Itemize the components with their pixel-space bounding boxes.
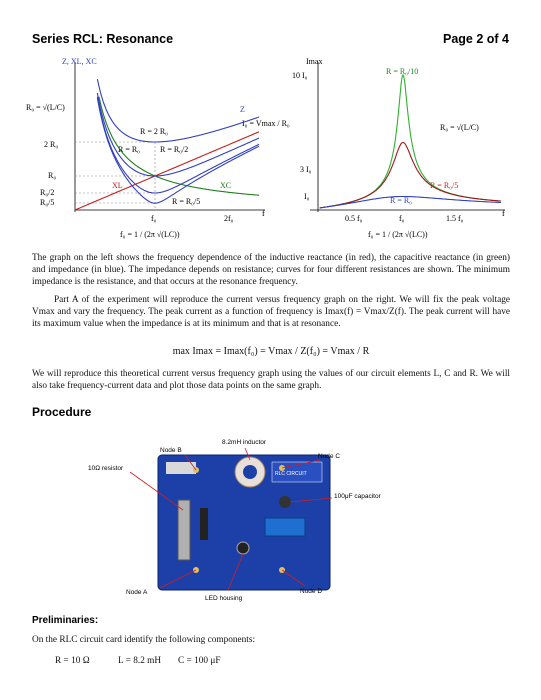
tick-label: R₀/5 bbox=[40, 198, 54, 207]
axis-label: Z, XL, XC bbox=[62, 57, 97, 66]
curve bbox=[319, 141, 502, 209]
photo-label: 100μF capacitor bbox=[334, 493, 382, 500]
axis-label: Imax bbox=[306, 57, 322, 66]
pointer bbox=[227, 553, 244, 591]
page-number: Page 2 of 4 bbox=[443, 32, 509, 46]
axis-label: f bbox=[262, 209, 265, 218]
photo-label: 8.2mH inductor bbox=[222, 439, 267, 446]
resistor-body bbox=[200, 508, 208, 540]
label-plate bbox=[166, 462, 196, 474]
paragraph: On the RLC circuit card identify the fol… bbox=[32, 635, 256, 645]
photo-labels: 8.2mH inductor Node B Node C 10Ω resisto… bbox=[88, 439, 382, 602]
led-housing bbox=[236, 541, 250, 555]
curve bbox=[96, 78, 260, 143]
curve bbox=[96, 97, 260, 204]
photo-label: 10Ω resistor bbox=[88, 465, 124, 472]
curve-label: R = R₀/5 bbox=[430, 181, 458, 190]
curve bbox=[96, 96, 260, 194]
terminal-block bbox=[264, 517, 306, 537]
heading: Preliminaries: bbox=[32, 615, 99, 626]
board-photo: RLC CIRCUIT 8.2mH inductor Node B Node bbox=[88, 439, 382, 602]
guides bbox=[75, 141, 156, 210]
formula: I₀ = Vmax / R₀ bbox=[242, 119, 290, 128]
tick-label: I₀ bbox=[304, 192, 310, 201]
photo-label: LED housing bbox=[205, 595, 243, 602]
pointer bbox=[129, 471, 184, 511]
tick-label: R₀/2 bbox=[40, 188, 54, 197]
curve-label: XC bbox=[220, 181, 231, 190]
tick-label: 2 R₀ bbox=[44, 140, 58, 149]
curve bbox=[98, 96, 259, 196]
pointer bbox=[184, 454, 197, 471]
tick-label: f₀ bbox=[151, 214, 157, 223]
tick-label: 3 I₀ bbox=[300, 165, 312, 174]
pointer bbox=[244, 447, 251, 461]
component: R = 10 Ω bbox=[55, 656, 90, 666]
equation: max Imax = Imax(f₀) = Vmax / Z(f₀) = Vma… bbox=[172, 346, 370, 357]
curve-label: R = 2 R₀ bbox=[140, 127, 168, 136]
tick-label: 1.5 f₀ bbox=[446, 214, 464, 223]
curve bbox=[96, 92, 260, 177]
tick-label: f₀ bbox=[399, 214, 405, 223]
curve bbox=[74, 131, 260, 211]
photo-label: Node B bbox=[160, 447, 182, 454]
curve-label: XL bbox=[112, 181, 123, 190]
curve-label: R = R₀/5 bbox=[172, 197, 200, 206]
heading: Procedure bbox=[32, 405, 92, 419]
figures: Z, XL, XC R₀ = √(L/C) 2 R₀ R₀ R₀/2 R₀/5 … bbox=[26, 57, 505, 239]
curve-label: R = R₀/10 bbox=[386, 67, 418, 76]
tick-label: 10 I₀ bbox=[292, 71, 308, 80]
inductor-core bbox=[243, 465, 257, 479]
pointer bbox=[281, 569, 306, 587]
capacitor bbox=[279, 496, 291, 508]
tick-label: 0.5 f₀ bbox=[345, 214, 363, 223]
component: L = 8.2 mH bbox=[118, 656, 162, 666]
photo-label: Node A bbox=[126, 589, 148, 596]
pointer bbox=[281, 459, 321, 469]
pointer bbox=[289, 497, 333, 503]
formula: R₀ = √(L/C) bbox=[440, 123, 479, 132]
pointers bbox=[129, 447, 333, 591]
formula: f₀ = 1 / (2π √(LC)) bbox=[120, 230, 180, 239]
tick-label: R₀ bbox=[48, 171, 56, 180]
curve-label: R = R₀/2 bbox=[160, 145, 188, 154]
formula: f₀ = 1 / (2π √(LC)) bbox=[368, 230, 428, 239]
photo-label: Node D bbox=[300, 588, 322, 595]
pointer bbox=[159, 569, 197, 589]
paragraph: We will reproduce this theoretical curre… bbox=[32, 369, 510, 391]
component: C = 100 μF bbox=[178, 656, 221, 666]
curve bbox=[319, 195, 501, 209]
formula: R₀ = √(L/C) bbox=[26, 103, 65, 112]
paragraph: Part A of the experiment will reproduce … bbox=[32, 295, 510, 329]
curve-label: R = R₀ bbox=[390, 196, 412, 205]
axis-label: f bbox=[502, 209, 505, 218]
curve-label: R = R₀ bbox=[118, 145, 140, 154]
curve bbox=[319, 74, 501, 209]
resistor bbox=[177, 499, 191, 561]
paragraph: The graph on the left shows the frequenc… bbox=[32, 253, 510, 287]
photo-label: Node C bbox=[318, 453, 340, 460]
curve-label: Z bbox=[240, 105, 245, 114]
title: Series RCL: Resonance bbox=[32, 32, 174, 46]
board bbox=[157, 454, 331, 591]
board-text: RLC CIRCUIT bbox=[275, 471, 307, 477]
tick-label: 2f₀ bbox=[224, 214, 234, 223]
